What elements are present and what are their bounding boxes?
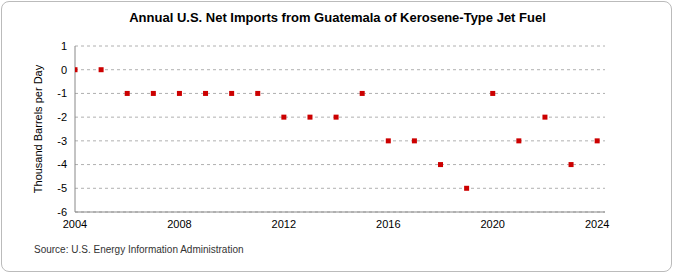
- svg-text:-4: -4: [57, 158, 67, 170]
- svg-text:2020: 2020: [480, 218, 504, 230]
- svg-text:2012: 2012: [272, 218, 296, 230]
- svg-text:-5: -5: [57, 182, 67, 194]
- svg-text:2024: 2024: [585, 218, 609, 230]
- html-text:Source: U.S. Energy Informatio: Source: U.S. Energy Information Administ…: [34, 244, 244, 255]
- svg-text:0: 0: [61, 64, 67, 76]
- html-text:Annual U.S. Net Imports from G: Annual U.S. Net Imports from Guatemala o…: [129, 10, 546, 25]
- svg-text:-6: -6: [57, 206, 67, 218]
- svg-text:1: 1: [61, 40, 67, 52]
- svg-text:2008: 2008: [167, 218, 191, 230]
- svg-text:-3: -3: [57, 135, 67, 147]
- svg-text:Thousand Barrels per Day: Thousand Barrels per Day: [32, 64, 44, 193]
- svg-text:-1: -1: [57, 87, 67, 99]
- svg-text:2004: 2004: [63, 218, 87, 230]
- svg-text:-2: -2: [57, 111, 67, 123]
- svg-text:2016: 2016: [376, 218, 400, 230]
